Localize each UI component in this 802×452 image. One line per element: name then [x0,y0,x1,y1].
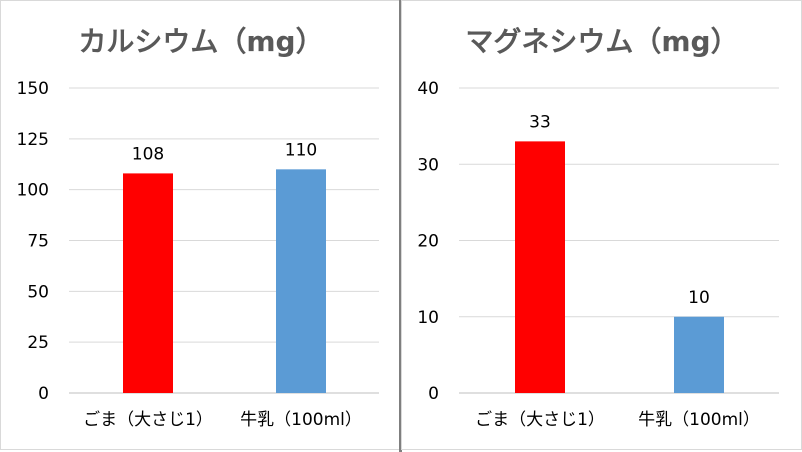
y-tick-label: 30 [417,155,439,175]
bar [515,141,565,393]
y-tick-label: 40 [417,79,439,99]
y-tick-label: 20 [417,232,439,252]
category-label: 牛乳（100ml） [638,410,760,430]
y-tick-label: 125 [17,130,49,150]
y-tick-label: 10 [417,308,439,328]
chart-panel-calcium: カルシウム（mg） 0 25 50 75 100 125 150 108 ごま（大さじ1） 110 牛… [0,0,401,450]
bar [674,316,724,393]
y-tick-label: 75 [27,232,49,252]
chart-title: カルシウム（mg） [78,25,323,58]
bar [123,173,173,393]
chart-calcium: カルシウム（mg） 0 25 50 75 100 125 150 108 ごま（大さじ1） 110 牛… [17,25,379,430]
data-label: 110 [285,140,317,160]
bar [276,169,326,393]
y-tick-label: 100 [17,181,49,201]
category-label: 牛乳（100ml） [240,410,362,430]
data-label: 33 [529,112,551,132]
category-label: ごま（大さじ1） [475,410,605,430]
panel-divider [399,0,402,452]
y-tick-label: 50 [27,282,49,302]
chart-magnesium: マグネシウム（mg） 0 10 20 30 40 33 ごま（大さじ1） 10 牛乳（100ml） [417,25,779,430]
category-label: ごま（大さじ1） [83,410,213,430]
y-tick-label: 25 [27,333,49,353]
y-tick-label: 150 [17,79,49,99]
data-label: 10 [688,288,710,308]
chart-panel-magnesium: マグネシウム（mg） 0 10 20 30 40 33 ごま（大さじ1） 10 牛乳（100ml） [401,0,802,450]
chart-title: マグネシウム（mg） [465,25,738,58]
data-label: 108 [132,144,164,164]
y-tick-label: 0 [428,384,439,404]
y-tick-label: 0 [38,384,49,404]
